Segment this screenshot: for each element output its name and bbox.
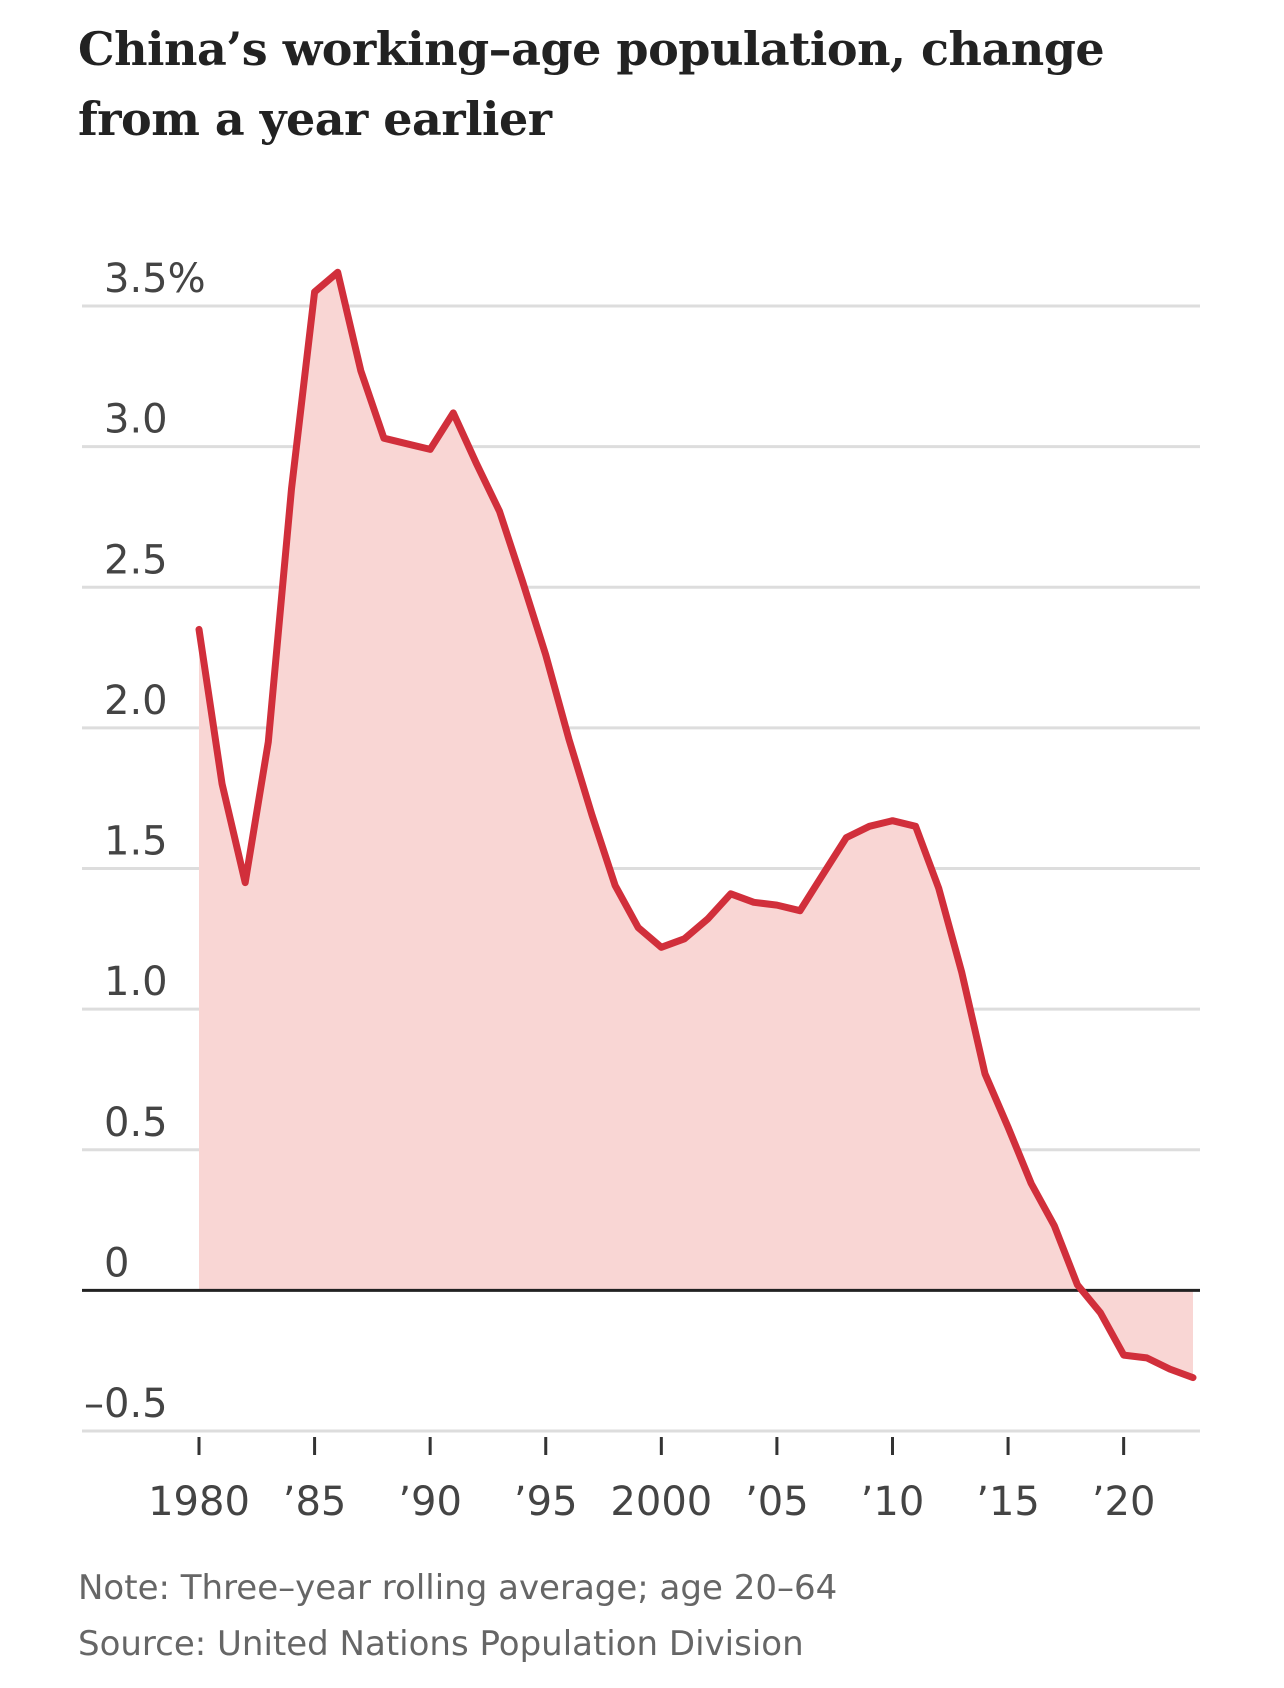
data-point	[1098, 1310, 1104, 1316]
x-tick-label: ’90	[398, 1479, 462, 1525]
area-layer	[199, 272, 1193, 1378]
data-point	[1167, 1366, 1173, 1372]
data-point	[589, 812, 595, 818]
x-tick-label: ’95	[514, 1479, 578, 1525]
chart-title: China’s working–age population, change f…	[78, 22, 1105, 146]
y-tick-label: 2.0	[104, 678, 168, 724]
x-tick-label: ’05	[745, 1479, 809, 1525]
data-point	[820, 871, 826, 877]
data-point	[936, 885, 942, 891]
data-point	[635, 925, 641, 931]
data-point	[866, 823, 872, 829]
data-point	[982, 1071, 988, 1077]
y-tick-label: 0.5	[104, 1100, 168, 1146]
data-point	[959, 970, 965, 976]
data-point	[497, 508, 503, 514]
data-point	[566, 736, 572, 742]
data-point	[681, 936, 687, 942]
data-point	[843, 835, 849, 841]
data-point	[312, 289, 318, 295]
data-point	[242, 880, 248, 886]
y-tick-label: 3.0	[104, 397, 168, 443]
line-layer	[195, 268, 1197, 1382]
data-point	[450, 410, 456, 416]
data-point	[705, 916, 711, 922]
data-point	[1190, 1375, 1196, 1381]
data-point	[913, 823, 919, 829]
y-tick-labels: 3.5% 3.0 2.5 2.0 1.5 1.0 0.5 0 –0.5	[84, 256, 206, 1427]
x-tick-label: ’15	[976, 1479, 1040, 1525]
data-point	[1144, 1355, 1150, 1361]
data-point	[404, 441, 410, 447]
y-tick-label: 1.5	[104, 819, 168, 865]
area-fill	[199, 272, 1193, 1378]
data-point	[751, 899, 757, 905]
data-point	[774, 902, 780, 908]
x-tick-label: ’85	[283, 1479, 347, 1525]
data-point	[520, 579, 526, 585]
data-point	[1051, 1223, 1057, 1229]
data-point	[427, 446, 433, 452]
data-point	[196, 626, 202, 632]
x-tick-label: ’20	[1092, 1479, 1156, 1525]
data-point	[381, 435, 387, 441]
data-point	[797, 908, 803, 914]
x-tick-label: 2000	[610, 1479, 712, 1525]
data-point	[612, 882, 618, 888]
data-point	[265, 739, 271, 745]
data-point	[1074, 1282, 1080, 1288]
x-tick-label: 1980	[148, 1479, 250, 1525]
y-tick-label: 3.5%	[104, 256, 206, 302]
data-point	[473, 461, 479, 467]
data-point	[288, 486, 294, 492]
data-point	[335, 269, 341, 275]
chart-note: Note: Three–year rolling average; age 20…	[78, 1568, 838, 1608]
y-tick-label: –0.5	[84, 1381, 168, 1427]
y-tick-label: 2.5	[104, 537, 168, 583]
chart-source: Source: United Nations Population Divisi…	[78, 1624, 804, 1664]
y-tick-label: 1.0	[104, 959, 168, 1005]
data-point	[889, 818, 895, 824]
data-point	[1028, 1181, 1034, 1187]
data-point	[1121, 1352, 1127, 1358]
x-tick-label: ’10	[861, 1479, 925, 1525]
data-point	[543, 652, 549, 658]
data-point	[658, 944, 664, 950]
x-axis: 1980 ’85 ’90 ’95 2000 ’05 ’10 ’15 ’20	[148, 1437, 1155, 1525]
data-point	[219, 781, 225, 787]
data-point	[1005, 1124, 1011, 1130]
series-line	[195, 268, 1197, 1382]
data-point	[728, 891, 734, 897]
y-tick-label: 0	[104, 1240, 129, 1286]
data-point	[358, 368, 364, 374]
